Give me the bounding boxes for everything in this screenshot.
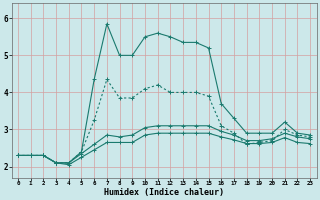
X-axis label: Humidex (Indice chaleur): Humidex (Indice chaleur) (104, 188, 224, 197)
